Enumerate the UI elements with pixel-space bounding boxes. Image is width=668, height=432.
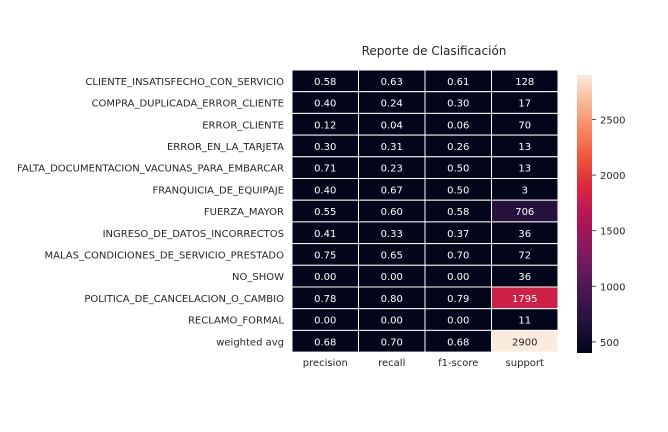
cell-value-label: 0.50 [447, 164, 469, 175]
cell-value-label: 0.24 [381, 99, 403, 110]
cell-value-label: 0.37 [447, 229, 469, 240]
cell-value-label: 706 [515, 207, 534, 218]
cell-value-label: 0.40 [314, 185, 336, 196]
cell-value-label: 0.80 [381, 294, 403, 305]
cell-value-label: 0.70 [381, 337, 403, 348]
cell-value-label: 13 [518, 142, 531, 153]
cell-value-label: 0.31 [381, 142, 403, 153]
row-label: INGRESO_DE_DATOS_INCORRECTOS [103, 229, 284, 240]
cell-value-label: 0.40 [314, 99, 336, 110]
cell-value-label: 0.65 [381, 250, 403, 261]
cell-value-label: 0.30 [314, 142, 336, 153]
column-labels: precision recall f1-score support [303, 358, 544, 369]
row-label: ERROR_EN_LA_TARJETA [167, 142, 284, 153]
cell-value-label: 0.60 [381, 207, 403, 218]
cell-value-label: 0.00 [314, 316, 336, 327]
row-label: COMPRA_DUPLICADA_ERROR_CLIENTE [92, 99, 284, 110]
row-label: FUERZA_MAYOR [204, 207, 284, 218]
cell-value-label: 0.33 [381, 229, 403, 240]
cell-value-label: 0.00 [381, 316, 403, 327]
cell-value-label: 0.23 [381, 164, 403, 175]
cell-value-label: 3 [522, 185, 528, 196]
cell-value-label: 1795 [512, 294, 537, 305]
cell-value-label: 0.71 [314, 164, 336, 175]
row-label: NO_SHOW [232, 272, 284, 283]
cell-value-label: 0.00 [447, 272, 469, 283]
cell-value-label: 11 [518, 316, 531, 327]
colorbar-tick-label: 2000 [600, 171, 625, 182]
column-label: recall [378, 358, 405, 369]
cell-value-label: 0.70 [447, 250, 469, 261]
cell-value-label: 0.67 [381, 185, 403, 196]
cell-value-label: 70 [518, 120, 531, 131]
colorbar-tick-label: 1000 [600, 282, 625, 293]
cell-value-label: 0.61 [447, 77, 469, 88]
cell-value-label: 36 [518, 272, 531, 283]
chart-title: Reporte de Clasificación [362, 44, 507, 58]
cell-value-label: 0.68 [447, 337, 469, 348]
cell-value-label: 0.50 [447, 185, 469, 196]
row-label: FRANQUICIA_DE_EQUIPAJE [152, 185, 284, 196]
cell-value-label: 0.30 [447, 99, 469, 110]
column-label: support [506, 358, 544, 369]
cell-value-label: 36 [518, 229, 531, 240]
cell-value-label: 0.06 [447, 120, 469, 131]
heatmap-cells: 0.58 0.63 0.61 128 0.40 0.24 0.30 17 0.12 0.04 0.0… [291, 69, 559, 353]
cell-value-label: 0.79 [447, 294, 469, 305]
colorbar-tick-label: 2500 [600, 115, 625, 126]
cell-value-label: 17 [518, 99, 531, 110]
cell-value-label: 0.75 [314, 250, 336, 261]
cell-value-label: 0.12 [314, 120, 336, 131]
row-label: weighted avg [216, 337, 284, 348]
cell-value-label: 0.63 [381, 77, 403, 88]
cell-value-label: 0.00 [447, 316, 469, 327]
colorbar-tick-label: 1500 [600, 227, 625, 238]
cell-value-label: 0.78 [314, 294, 336, 305]
row-label: ERROR_CLIENTE [202, 120, 284, 131]
row-label: MALAS_CONDICIONES_DE_SERVICIO_PRESTADO [45, 250, 285, 261]
colorbar-gradient [577, 75, 592, 353]
cell-value-label: 0.26 [447, 142, 469, 153]
cell-value-label: 0.55 [314, 207, 336, 218]
colorbar: 500 1000 1500 2000 2500 [577, 75, 625, 353]
cell-value-label: 0.00 [381, 272, 403, 283]
cell-value-label: 0.04 [381, 120, 403, 131]
cell-value-label: 128 [515, 77, 534, 88]
cell-value-label: 0.58 [447, 207, 469, 218]
cell-value-label: 0.41 [314, 229, 336, 240]
row-labels: CLIENTE_INSATISFECHO_CON_SERVICIO COMPRA_… [17, 77, 284, 348]
row-label: CLIENTE_INSATISFECHO_CON_SERVICIO [85, 77, 284, 88]
heatmap-cell [491, 329, 559, 353]
cell-value-label: 72 [518, 250, 531, 261]
cell-value-label: 0.68 [314, 337, 336, 348]
cell-value-label: 13 [518, 164, 531, 175]
cell-value-label: 2900 [512, 337, 537, 348]
colorbar-tick-label: 500 [600, 338, 619, 349]
row-label: POLITICA_DE_CANCELACION_O_CAMBIO [84, 294, 284, 305]
cell-value-label: 0.00 [314, 272, 336, 283]
column-label: precision [303, 358, 348, 369]
row-label: RECLAMO_FORMAL [188, 316, 284, 327]
row-label: FALTA_DOCUMENTACION_VACUNAS_PARA_EMBARCA… [17, 164, 284, 175]
column-label: f1-score [438, 358, 478, 369]
cell-value-label: 0.58 [314, 77, 336, 88]
